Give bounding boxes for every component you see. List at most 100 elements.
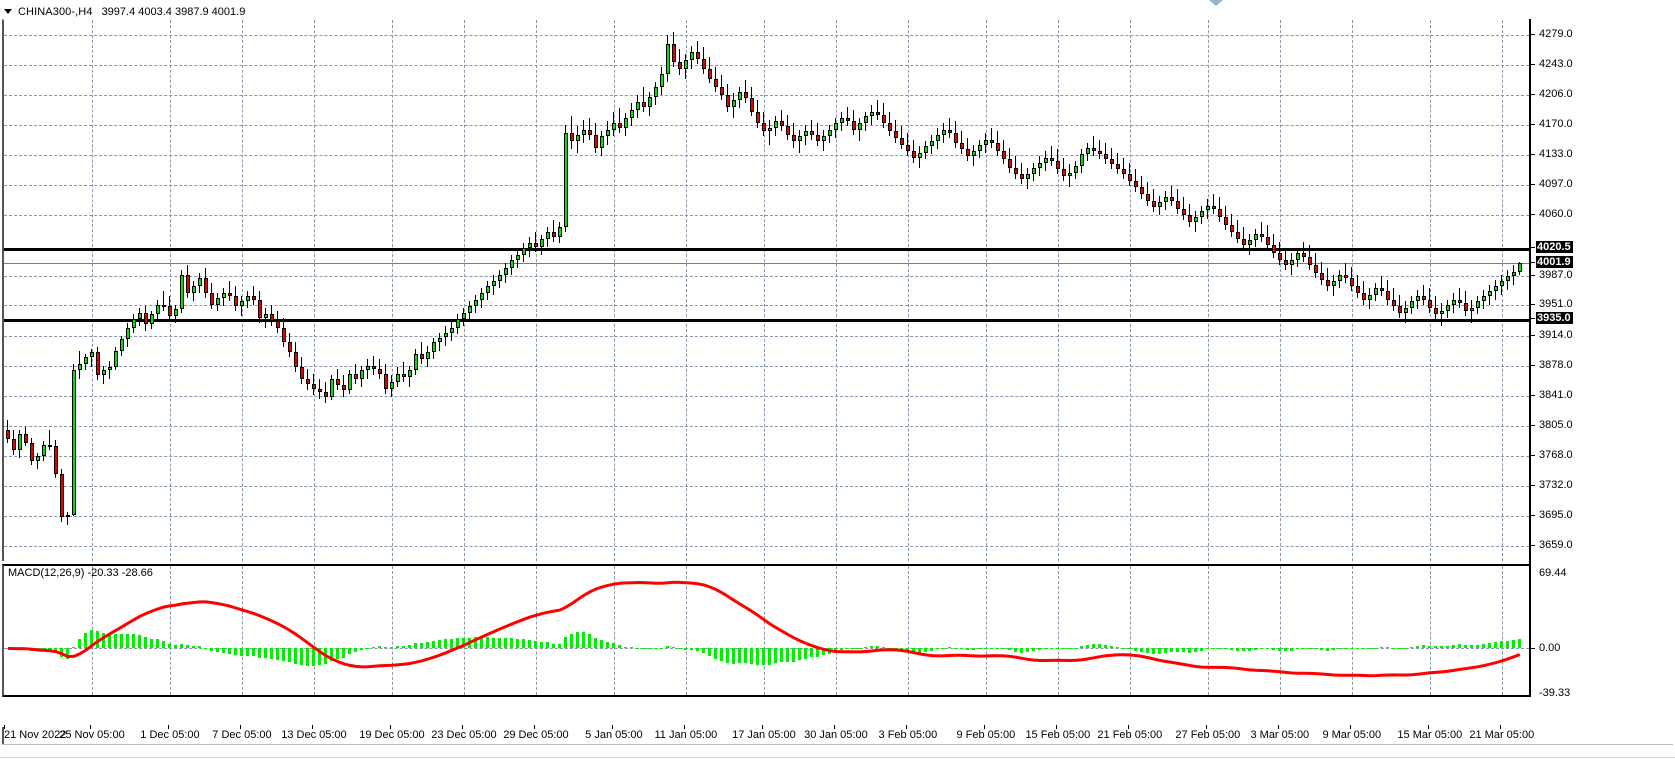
macd-histogram-bar bbox=[1140, 648, 1144, 652]
candle-wick bbox=[1147, 182, 1149, 206]
candle-wick bbox=[1243, 226, 1245, 251]
macd-histogram-bar bbox=[1074, 647, 1078, 649]
candle-wick bbox=[1051, 146, 1053, 166]
triangle-down-icon[interactable] bbox=[4, 9, 12, 14]
candle-wick bbox=[1237, 220, 1239, 244]
price-chart-pane[interactable] bbox=[2, 19, 1529, 561]
price-level-line[interactable] bbox=[4, 263, 1529, 265]
candlestick bbox=[630, 20, 634, 561]
macd-histogram-bar bbox=[1122, 648, 1126, 650]
scroll-thumb-icon[interactable] bbox=[1209, 0, 1223, 7]
price-level-line[interactable] bbox=[4, 318, 1529, 322]
macd-histogram-bar bbox=[450, 638, 454, 649]
macd-histogram-bar bbox=[510, 638, 514, 649]
candle-body-bullish bbox=[132, 319, 136, 328]
macd-histogram-bar bbox=[984, 647, 988, 649]
candlestick bbox=[582, 20, 586, 561]
time-axis-label: 21 Feb 05:00 bbox=[1097, 729, 1163, 741]
time-gridline bbox=[907, 20, 909, 561]
candle-wick bbox=[901, 126, 903, 150]
price-axis-label: 4060.0 bbox=[1539, 208, 1573, 221]
macd-indicator-pane[interactable]: MACD(12,26,9) -20.33 -28.66 bbox=[2, 564, 1529, 697]
candle-body-bearish bbox=[168, 306, 172, 317]
symbol-timeframe-label: CHINA300-,H4 bbox=[18, 5, 93, 18]
candlestick bbox=[834, 20, 838, 561]
candle-body-bullish bbox=[156, 304, 160, 315]
macd-histogram-bar bbox=[1236, 648, 1240, 651]
candle-wick bbox=[253, 286, 255, 305]
macd-histogram-bar bbox=[678, 648, 682, 650]
candlestick bbox=[1175, 20, 1180, 561]
time-axis-label: 29 Dec 05:00 bbox=[503, 729, 569, 741]
time-axis-label: 13 Dec 05:00 bbox=[281, 729, 347, 741]
candlestick bbox=[1085, 20, 1090, 561]
macd-histogram-bar bbox=[744, 648, 748, 663]
macd-histogram-bar bbox=[1512, 639, 1516, 649]
macd-histogram-bar bbox=[264, 648, 268, 659]
candlestick bbox=[1079, 20, 1084, 561]
macd-histogram-bar bbox=[1278, 648, 1282, 651]
candle-body-bearish bbox=[210, 292, 214, 305]
candle-body-bullish bbox=[180, 274, 184, 310]
candle-body-bearish bbox=[288, 342, 292, 353]
candle-body-bullish bbox=[246, 296, 250, 302]
candlestick bbox=[1421, 20, 1426, 561]
candlestick bbox=[30, 20, 34, 561]
candlestick bbox=[900, 20, 904, 561]
macd-histogram-bar bbox=[660, 648, 664, 650]
macd-histogram-bar bbox=[648, 648, 652, 650]
time-axis[interactable]: 21 Nov 2022 25 Nov 05:00 1 Dec 05:00 7 Dec … bbox=[2, 699, 1673, 764]
macd-histogram-bar bbox=[1440, 646, 1444, 649]
macd-histogram-bar bbox=[798, 648, 802, 661]
macd-histogram-bar bbox=[1380, 647, 1384, 649]
candlestick bbox=[168, 20, 172, 561]
macd-histogram-bar bbox=[564, 636, 568, 649]
candle-body-bullish bbox=[654, 86, 658, 97]
time-axis-tick bbox=[833, 725, 835, 729]
candle-body-bullish bbox=[486, 286, 490, 293]
price-axis-label: 4097.0 bbox=[1539, 177, 1573, 190]
candlestick bbox=[1169, 20, 1174, 561]
time-axis-label: 3 Feb 05:00 bbox=[878, 729, 938, 741]
candle-body-bearish bbox=[1277, 253, 1282, 260]
candlestick bbox=[492, 20, 496, 561]
candle-body-bearish bbox=[990, 139, 994, 143]
candle-body-bullish bbox=[636, 101, 640, 110]
macd-histogram-bar bbox=[1158, 648, 1162, 654]
candlestick bbox=[84, 20, 88, 561]
macd-histogram-bar bbox=[924, 648, 928, 653]
macd-histogram-bar bbox=[936, 648, 940, 650]
price-axis-label: 3841.0 bbox=[1539, 389, 1573, 402]
candlestick bbox=[726, 20, 730, 561]
macd-histogram-bar bbox=[1344, 648, 1348, 650]
candlestick bbox=[1505, 20, 1510, 561]
candle-body-bearish bbox=[1349, 278, 1354, 287]
candlestick bbox=[270, 20, 274, 561]
axis-tick bbox=[1531, 334, 1535, 336]
candlestick bbox=[12, 20, 16, 561]
candlestick bbox=[978, 20, 982, 561]
candle-body-bullish bbox=[42, 444, 46, 457]
macd-histogram-bar bbox=[1242, 648, 1246, 652]
candle-body-bearish bbox=[954, 132, 958, 143]
candle-wick bbox=[1285, 248, 1287, 270]
candle-body-bearish bbox=[1301, 253, 1306, 257]
axis-tick bbox=[1531, 33, 1535, 35]
macd-histogram-bar bbox=[654, 648, 658, 650]
macd-histogram-bar bbox=[864, 647, 868, 649]
macd-histogram-bar bbox=[1068, 648, 1072, 650]
candle-wick bbox=[379, 358, 381, 379]
candle-body-bullish bbox=[1403, 307, 1408, 313]
candlestick bbox=[438, 20, 442, 561]
candlestick bbox=[186, 20, 190, 561]
candle-wick bbox=[619, 108, 621, 133]
candle-body-bullish bbox=[732, 99, 736, 107]
candlestick bbox=[546, 20, 550, 561]
window-scrollbar[interactable] bbox=[0, 0, 1675, 7]
candlestick bbox=[48, 20, 52, 561]
macd-histogram-bar bbox=[756, 648, 760, 665]
price-axis[interactable]: 4279.0 4243.0 4206.0 4170.0 4133.0 4097.0 4060… bbox=[1529, 19, 1673, 699]
time-gridline bbox=[985, 566, 987, 695]
ohlc-values-label: 3997.4 4003.4 3987.9 4001.9 bbox=[101, 5, 246, 18]
price-level-line[interactable] bbox=[4, 248, 1529, 252]
